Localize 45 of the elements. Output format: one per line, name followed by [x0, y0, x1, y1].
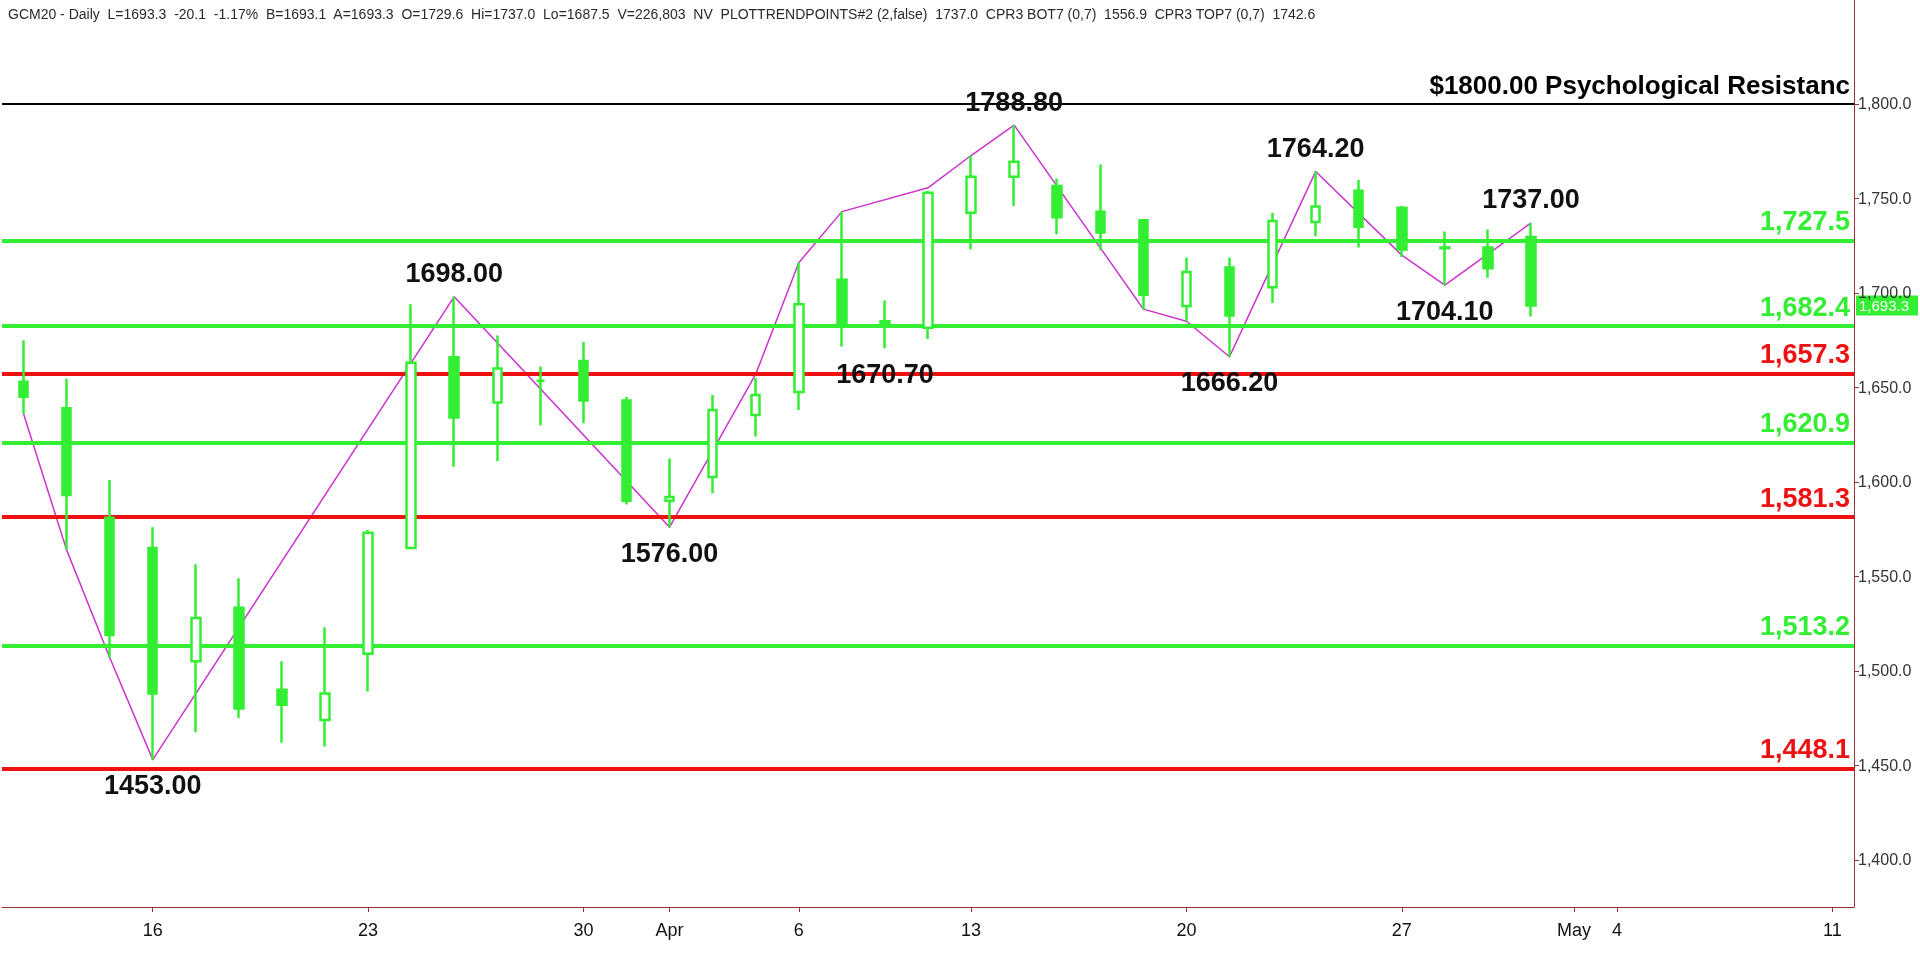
ref-line-label: 1,682.4	[1759, 291, 1850, 322]
x-tick-label: Apr	[655, 920, 684, 940]
candlestick	[18, 338, 29, 416]
ref-line-label: 1,657.3	[1759, 339, 1850, 370]
chart-title: GCM20 - Daily L=1693.3 -20.1 -1.17% B=1693.1 A=1693.3 O=1729.6 Hi=1737.0 Lo=1687.5 V=226,803 NV PLOTTRENDPOINTS#2 (2,false) 1737.0 CPR3 BOT7 (0,7) 1556.9 CPR3 TOP7 (0,7) 1742.6	[8, 6, 1316, 22]
ref-line-label: 1,581.3	[1759, 482, 1850, 513]
y-tick-label: 1,600.0	[1858, 473, 1912, 491]
x-tick-label: 6	[793, 920, 804, 940]
annotation: 1666.20	[1180, 367, 1279, 398]
x-tick-label: 27	[1391, 920, 1412, 940]
candlestick	[578, 340, 589, 425]
y-tick-label: 1,750.0	[1858, 189, 1912, 207]
candlestick	[1310, 170, 1321, 238]
annotation: 1576.00	[620, 537, 719, 568]
annotation: 1704.10	[1396, 295, 1494, 326]
x-tick-label: 23	[358, 920, 379, 940]
x-tick-label: 13	[961, 920, 982, 940]
annotation: 1698.00	[405, 258, 504, 289]
candlestick	[1051, 177, 1063, 236]
x-tick-label: May	[1557, 920, 1592, 940]
annotation: 1453.00	[103, 770, 202, 801]
ref-line-label: $1800.00 Psychological Resistanc	[1429, 69, 1850, 100]
ref-line-label: 1,620.9	[1759, 407, 1850, 438]
candlestick	[276, 660, 288, 744]
candlestick	[1008, 123, 1020, 208]
x-tick-label: 4	[1612, 920, 1623, 940]
x-tick-label: 20	[1176, 920, 1197, 940]
y-tick-label: 1,800.0	[1858, 95, 1912, 113]
x-tick-label: 30	[573, 920, 594, 940]
y-tick-label: 1,500.0	[1858, 662, 1912, 680]
candlestick	[1181, 256, 1192, 323]
candlestick	[664, 457, 675, 529]
y-tick-label: 1,450.0	[1858, 756, 1912, 774]
candlestick	[535, 365, 546, 427]
y-tick-label: 1,650.0	[1858, 378, 1912, 396]
annotation: 1737.00	[1482, 184, 1580, 215]
y-tick-label: 1,400.0	[1858, 851, 1912, 869]
x-tick-label: 16	[142, 920, 163, 940]
ref-line-label: 1,513.2	[1759, 611, 1850, 642]
annotation: 1764.20	[1266, 133, 1365, 164]
candlestick	[750, 376, 761, 438]
y-tick-label: 1,550.0	[1858, 567, 1912, 585]
ref-line-label: 1,448.1	[1759, 734, 1850, 765]
x-tick-label: 11	[1823, 920, 1842, 940]
ref-line-label: 1,727.5	[1759, 206, 1850, 237]
